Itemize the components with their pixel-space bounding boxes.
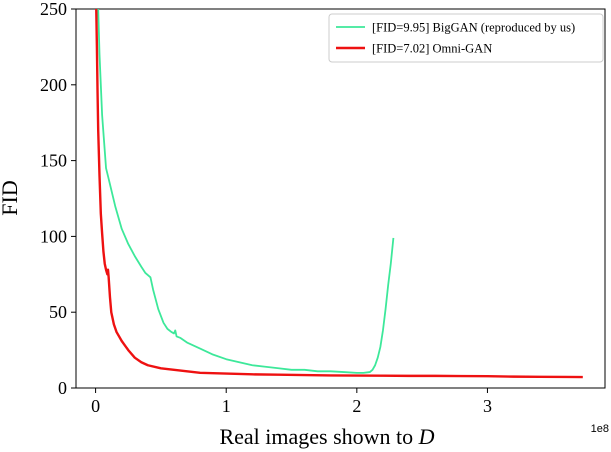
legend-box	[328, 13, 604, 63]
plot-frame	[75, 8, 606, 389]
y-axis-label: FID	[0, 180, 22, 215]
x-axis-offset-label: 1e8	[591, 423, 609, 435]
y-tick-label: 250	[40, 0, 67, 19]
y-tick-label: 0	[58, 378, 67, 398]
legend-label: [FID=7.02] Omni-GAN	[372, 42, 492, 56]
y-tick-label: 100	[40, 226, 67, 246]
plot-spines	[75, 8, 606, 389]
x-axis-label-text: Real images shown to	[219, 424, 418, 449]
legend: [FID=9.95] BigGAN (reproduced by us) [FID…	[328, 13, 604, 63]
x-tick-label: 3	[483, 396, 492, 416]
series-line-biggan	[97, 9, 395, 374]
y-tick-label: 150	[40, 151, 67, 171]
axis-ticks: 0 1 2 3 0 50 100 150 200 250	[40, 0, 492, 416]
x-axis-label: Real images shown to D	[219, 424, 434, 449]
series-line-omni-gan	[95, 9, 583, 379]
legend-label: [FID=9.95] BigGAN (reproduced by us)	[372, 21, 575, 35]
y-tick-label: 50	[49, 302, 67, 322]
x-tick-label: 0	[91, 396, 100, 416]
x-axis-label-variable: D	[418, 424, 435, 449]
series-layer	[95, 9, 583, 379]
x-tick-label: 2	[352, 396, 361, 416]
y-tick-label: 200	[40, 75, 67, 95]
x-tick-label: 1	[222, 396, 231, 416]
